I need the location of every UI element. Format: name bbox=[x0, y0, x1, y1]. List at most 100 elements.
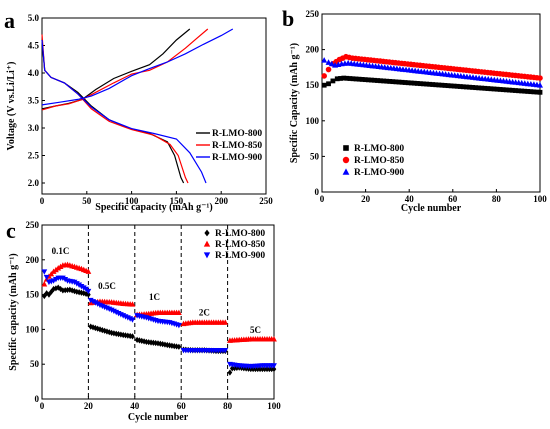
data-point bbox=[411, 80, 417, 86]
data-point bbox=[271, 363, 277, 369]
data-point bbox=[347, 76, 353, 81]
data-point bbox=[78, 283, 85, 290]
data-point bbox=[390, 79, 396, 85]
data-point bbox=[255, 365, 261, 373]
x-tick-label: 50 bbox=[82, 196, 92, 206]
x-tick-label: 20 bbox=[84, 401, 94, 411]
legend-label: R-LMO-850 bbox=[354, 156, 404, 166]
y-tick-label: 150 bbox=[306, 80, 320, 90]
x-tick-label: 40 bbox=[130, 401, 140, 411]
y-tick-label: 4.5 bbox=[28, 41, 40, 51]
data-point bbox=[104, 328, 110, 335]
data-point bbox=[55, 265, 62, 271]
x-tick-label: 80 bbox=[492, 194, 502, 204]
y-tick-label: 250 bbox=[306, 9, 320, 19]
y-tick-label: 2.0 bbox=[28, 178, 40, 188]
data-point bbox=[153, 339, 158, 347]
data-point bbox=[62, 276, 69, 283]
panel-b-frame bbox=[321, 13, 541, 193]
rate-label: 5C bbox=[250, 325, 261, 335]
x-tick-label: 20 bbox=[361, 194, 371, 204]
data-point bbox=[71, 279, 78, 286]
data-point bbox=[106, 329, 112, 336]
data-point bbox=[65, 286, 70, 294]
legend-label: R-LMO-800 bbox=[354, 144, 404, 154]
data-point bbox=[344, 75, 350, 81]
data-point bbox=[510, 87, 515, 93]
rate-label: 0.1C bbox=[52, 246, 70, 256]
data-point bbox=[414, 81, 420, 86]
data-point bbox=[330, 78, 336, 84]
panel-b-legend: R-LMO-800 R-LMO-850 R-LMO-900 bbox=[342, 144, 404, 178]
data-point bbox=[350, 76, 356, 82]
panel-c-ylabel: Specific capacity (mAh g⁻¹) bbox=[8, 253, 19, 370]
data-point bbox=[372, 77, 377, 83]
data-point bbox=[402, 80, 408, 85]
data-point bbox=[328, 60, 335, 67]
data-point bbox=[41, 281, 48, 287]
data-point bbox=[464, 84, 469, 90]
data-point bbox=[405, 80, 411, 86]
data-point bbox=[232, 365, 237, 372]
data-point bbox=[321, 73, 327, 79]
legend-label: R-LMO-900 bbox=[215, 251, 265, 261]
y-tick-label: 3.5 bbox=[28, 96, 40, 106]
y-tick-label: 2.5 bbox=[28, 151, 40, 161]
legend-label: R-LMO-800 bbox=[215, 229, 265, 239]
data-point bbox=[60, 287, 66, 294]
data-point bbox=[43, 274, 50, 281]
panel-a-xlabel: Specific capacity (mAh g⁻¹) bbox=[95, 202, 212, 213]
data-point bbox=[260, 365, 265, 373]
panel-a-frame bbox=[41, 17, 267, 195]
data-point bbox=[271, 365, 277, 373]
x-tick-label: 100 bbox=[533, 194, 547, 204]
data-point bbox=[41, 269, 48, 275]
x-tick-label: 150 bbox=[170, 196, 184, 206]
data-point bbox=[399, 79, 405, 85]
data-point bbox=[436, 82, 442, 88]
panel-c: c 0 20 40 60 80 100 0 50 100 150 200 250 0.1C 0.5C 1C… bbox=[6, 218, 281, 423]
data-point bbox=[342, 168, 350, 175]
data-point bbox=[396, 79, 402, 85]
data-point bbox=[127, 332, 133, 340]
data-point bbox=[497, 87, 503, 92]
panel-c-frame bbox=[41, 224, 275, 400]
data-point bbox=[73, 281, 80, 287]
data-point bbox=[467, 84, 472, 90]
series-line-r-lmo-800-charge bbox=[41, 28, 191, 110]
data-point bbox=[393, 79, 399, 85]
data-point bbox=[534, 89, 540, 95]
data-point bbox=[80, 285, 87, 291]
data-point bbox=[479, 85, 485, 91]
data-point bbox=[439, 82, 445, 88]
y-tick-label: 0 bbox=[35, 394, 40, 404]
data-point bbox=[160, 341, 165, 348]
data-point bbox=[325, 66, 332, 73]
data-point bbox=[151, 339, 156, 346]
data-point bbox=[359, 77, 365, 82]
data-point bbox=[144, 338, 149, 346]
data-point bbox=[408, 80, 414, 86]
rate-label: 2C bbox=[199, 307, 210, 317]
data-point bbox=[476, 85, 482, 91]
data-point bbox=[488, 86, 494, 92]
data-point bbox=[513, 88, 518, 93]
data-point bbox=[384, 78, 390, 84]
legend-label: R-LMO-900 bbox=[354, 168, 404, 178]
data-point bbox=[424, 81, 429, 87]
data-point bbox=[516, 88, 521, 94]
panel-c-xlabel: Cycle number bbox=[128, 412, 189, 423]
data-point bbox=[537, 89, 543, 95]
data-point bbox=[139, 337, 145, 344]
x-tick-label: 60 bbox=[448, 194, 458, 204]
data-point bbox=[503, 87, 509, 93]
data-point bbox=[430, 82, 436, 87]
data-point bbox=[494, 86, 500, 92]
data-point bbox=[506, 87, 512, 93]
data-point bbox=[460, 84, 466, 90]
x-tick-label: 40 bbox=[405, 194, 415, 204]
data-point bbox=[229, 365, 235, 372]
data-point bbox=[176, 343, 182, 350]
data-point bbox=[267, 365, 272, 373]
